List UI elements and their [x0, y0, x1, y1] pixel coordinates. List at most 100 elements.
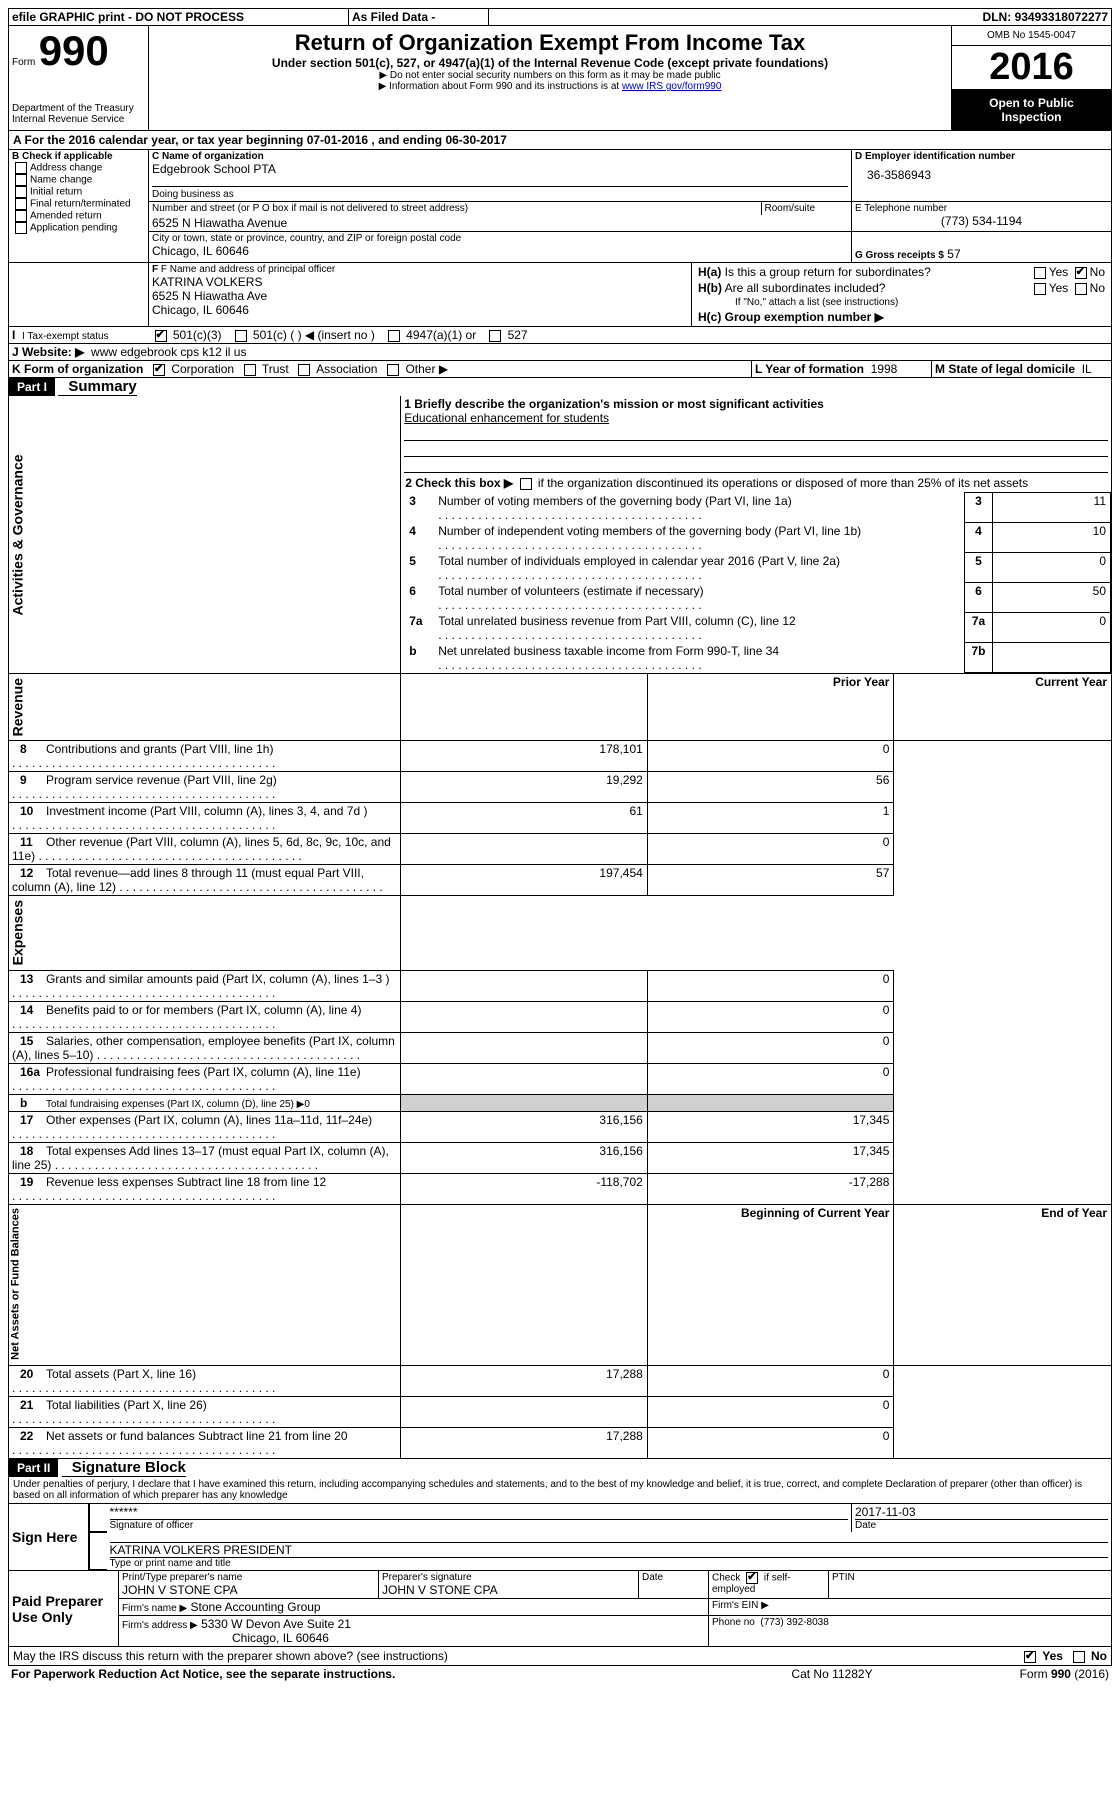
- summary-line: 13Grants and similar amounts paid (Part …: [9, 970, 1112, 1001]
- paid-preparer-block: Paid Preparer Use Only Print/Type prepar…: [8, 1571, 1112, 1647]
- self-employed-cell: Check if self-employed: [709, 1571, 829, 1599]
- assoc-checkbox[interactable]: [298, 364, 310, 376]
- summary-line: 16aProfessional fundraising fees (Part I…: [9, 1063, 1112, 1094]
- side-netassets: Net Assets or Fund Balances: [9, 1204, 401, 1365]
- discuss-yes-checkbox[interactable]: [1024, 1651, 1036, 1663]
- section-k: K Form of organization Corporation Trust…: [9, 361, 752, 378]
- phone-value: (773) 534-1194: [855, 214, 1108, 228]
- summary-line: 18Total expenses Add lines 13–17 (must e…: [9, 1142, 1112, 1173]
- section-j: J Website: ▶ www edgebrook cps k12 il us: [9, 344, 1112, 361]
- section-f: F F Name and address of principal office…: [149, 263, 692, 327]
- discuss-line: May the IRS discuss this return with the…: [8, 1647, 1112, 1666]
- hb-yes-checkbox[interactable]: [1034, 283, 1046, 295]
- section-b: B Check if applicable Address change Nam…: [9, 150, 149, 263]
- dln-cell: DLN: 93493318072277: [882, 9, 1112, 26]
- summary-line: 22Net assets or fund balances Subtract l…: [9, 1427, 1112, 1458]
- summary-line: 15Salaries, other compensation, employee…: [9, 1032, 1112, 1063]
- summary-line: 14Benefits paid to or for members (Part …: [9, 1001, 1112, 1032]
- preparer-sig: JOHN V STONE CPA: [382, 1583, 635, 1597]
- summary-line: 19Revenue less expenses Subtract line 18…: [9, 1173, 1112, 1204]
- dln-value: 93493318072277: [1015, 10, 1108, 24]
- amended-return-checkbox[interactable]: [15, 210, 27, 222]
- side-expenses: Expenses: [9, 896, 401, 970]
- 501c-checkbox[interactable]: [235, 330, 247, 342]
- discontinued-checkbox[interactable]: [520, 478, 532, 490]
- tax-year: 2016: [952, 46, 1111, 90]
- summary-line: bNet unrelated business taxable income f…: [401, 643, 1110, 673]
- form-label: Form: [12, 57, 35, 68]
- open-inspection: Open to Public Inspection: [952, 90, 1111, 130]
- section-m: M State of legal domicile IL: [932, 361, 1112, 378]
- firm-phone: (773) 392-8038: [760, 1617, 828, 1628]
- f-h-block: F F Name and address of principal office…: [8, 263, 1112, 327]
- b-title: B Check if applicable: [12, 151, 145, 162]
- 527-checkbox[interactable]: [489, 330, 501, 342]
- sign-here-label: Sign Here: [9, 1504, 89, 1571]
- section-h: H(a) Is this a group return for subordin…: [692, 263, 1112, 327]
- section-c-street: Number and street (or P O box if mail is…: [149, 202, 852, 232]
- efile-bar: efile GRAPHIC print - DO NOT PROCESS As …: [8, 8, 1112, 26]
- summary-line: bTotal fundraising expenses (Part IX, co…: [9, 1094, 1112, 1111]
- section-g: G Gross receipts $ 57: [852, 232, 1112, 263]
- section-l: L Year of formation 1998: [752, 361, 932, 378]
- summary-line: 9Program service revenue (Part VIII, lin…: [9, 772, 1112, 803]
- hb-no-checkbox[interactable]: [1075, 283, 1087, 295]
- 501c3-checkbox[interactable]: [155, 330, 167, 342]
- form-subtitle: Under section 501(c), 527, or 4947(a)(1)…: [153, 56, 947, 70]
- side-revenue: Revenue: [9, 674, 401, 741]
- app-pending-checkbox[interactable]: [15, 222, 27, 234]
- preparer-name: JOHN V STONE CPA: [122, 1583, 375, 1597]
- irs-link[interactable]: www IRS gov/form990: [622, 81, 721, 92]
- current-year-header: Current Year: [894, 674, 1112, 741]
- ha-no-checkbox[interactable]: [1075, 267, 1087, 279]
- title-center: Return of Organization Exempt From Incom…: [149, 26, 952, 131]
- discuss-no-checkbox[interactable]: [1073, 1651, 1085, 1663]
- declaration: Under penalties of perjury, I declare th…: [8, 1477, 1112, 1504]
- summary-line: 4Number of independent voting members of…: [401, 523, 1110, 553]
- firm-addr1: 5330 W Devon Ave Suite 21: [201, 1617, 351, 1631]
- street-value: 6525 N Hiawatha Avenue: [149, 215, 851, 231]
- form-title: Return of Organization Exempt From Incom…: [153, 30, 947, 56]
- section-i-label: I I Tax-exempt status: [9, 327, 149, 344]
- section-c-name: C Name of organization Edgebrook School …: [149, 150, 852, 202]
- ein-value: 36-3586943: [855, 162, 1108, 182]
- section-e: E Telephone number (773) 534-1194: [852, 202, 1112, 232]
- summary-line: 11Other revenue (Part VIII, column (A), …: [9, 834, 1112, 865]
- begin-year-header: Beginning of Current Year: [647, 1204, 894, 1365]
- gov-lines-cell: 2 Check this box ▶ if the organization d…: [401, 474, 1112, 674]
- summary-line: 21Total liabilities (Part X, line 26)0: [9, 1396, 1112, 1427]
- summary-line: 8Contributions and grants (Part VIII, li…: [9, 741, 1112, 772]
- initial-return-checkbox[interactable]: [15, 186, 27, 198]
- corp-checkbox[interactable]: [153, 364, 165, 376]
- side-governance: Activities & Governance: [9, 396, 401, 674]
- self-employed-checkbox[interactable]: [746, 1572, 758, 1584]
- title-block: Form 990 Department of the Treasury Inte…: [8, 26, 1112, 131]
- ha-yes-checkbox[interactable]: [1034, 267, 1046, 279]
- section-d: D Employer identification number 36-3586…: [852, 150, 1112, 202]
- sign-date: 2017-11-03: [855, 1505, 1108, 1520]
- summary-line: 7aTotal unrelated business revenue from …: [401, 613, 1110, 643]
- name-change-checkbox[interactable]: [15, 174, 27, 186]
- part-ii-header: Part II Signature Block: [8, 1459, 1112, 1477]
- trust-checkbox[interactable]: [244, 364, 256, 376]
- summary-line: 3Number of voting members of the governi…: [401, 493, 1110, 523]
- officer-name: KATRINA VOLKERS PRESIDENT: [110, 1543, 1109, 1557]
- efile-label: efile GRAPHIC print - DO NOT PROCESS: [9, 9, 349, 26]
- section-i-options: 501(c)(3) 501(c) ( ) ◀ (insert no ) 4947…: [149, 327, 1112, 344]
- other-checkbox[interactable]: [387, 364, 399, 376]
- paid-preparer-label: Paid Preparer Use Only: [9, 1571, 119, 1647]
- summary-line: 10Investment income (Part VIII, column (…: [9, 803, 1112, 834]
- omb-label: OMB No 1545-0047: [952, 26, 1111, 46]
- addr-change-checkbox[interactable]: [15, 162, 27, 174]
- final-return-checkbox[interactable]: [15, 198, 27, 210]
- prior-year-header: Prior Year: [647, 674, 894, 741]
- part-i-header: Part I Summary: [8, 378, 1112, 396]
- info-block: B Check if applicable Address change Nam…: [8, 150, 1112, 263]
- section-c-city: City or town, state or province, country…: [149, 232, 852, 263]
- sign-here-block: Sign Here ****** Signature of officer 20…: [8, 1504, 1112, 1572]
- 4947a1-checkbox[interactable]: [388, 330, 400, 342]
- city-value: Chicago, IL 60646: [152, 244, 848, 258]
- dept-line2: Internal Revenue Service: [12, 114, 145, 125]
- gross-receipts: 57: [947, 247, 960, 261]
- dln-label: DLN:: [983, 10, 1012, 24]
